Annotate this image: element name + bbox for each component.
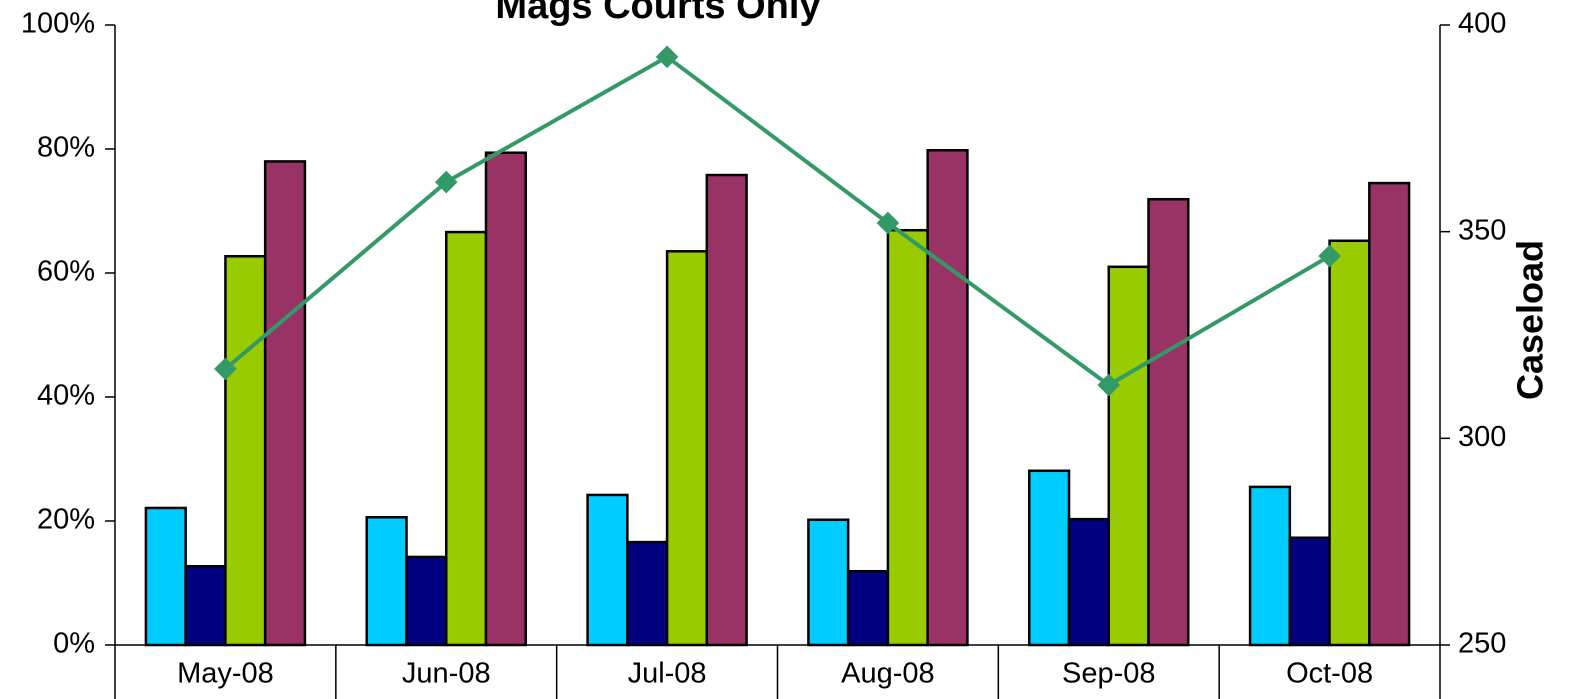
bar <box>665 250 709 647</box>
bar <box>1368 181 1411 647</box>
line-marker <box>1097 373 1121 397</box>
bar <box>263 160 307 647</box>
bar <box>705 173 748 647</box>
line <box>224 54 1331 388</box>
bar <box>445 230 488 647</box>
bar <box>807 518 850 647</box>
bar <box>144 506 187 647</box>
y2-tick-label: 250 <box>1458 628 1506 660</box>
bar <box>1248 485 1292 647</box>
bar <box>846 569 890 647</box>
bar <box>1067 517 1110 647</box>
y-tick-label: 60% <box>37 256 95 288</box>
bar <box>1147 197 1190 647</box>
y-tick-label: 100% <box>21 8 95 40</box>
bar <box>1288 536 1331 647</box>
bar <box>365 516 408 647</box>
y2-tick-label: 350 <box>1458 214 1506 246</box>
y-tick-label: 80% <box>37 132 95 164</box>
bar <box>405 555 448 647</box>
bar <box>926 148 969 647</box>
x-tick-label: May-08 <box>177 658 274 690</box>
y2-tick-label: 300 <box>1458 421 1506 453</box>
x-tick-label: Oct-08 <box>1286 658 1373 690</box>
y-tick-label: 40% <box>37 380 95 412</box>
bar <box>184 565 227 647</box>
x-tick-label: Sep-08 <box>1062 658 1156 690</box>
y2-axis-label: Caseload <box>1510 240 1551 400</box>
line-marker <box>1318 244 1341 268</box>
y-tick-label: 0% <box>53 628 95 660</box>
x-tick-label: Jul-08 <box>628 658 707 690</box>
x-tick-label: Jun-08 <box>402 658 491 690</box>
y-tick-label: 20% <box>37 504 95 536</box>
bar <box>1107 265 1150 647</box>
bar <box>1028 469 1071 647</box>
bar <box>1328 239 1371 647</box>
bar <box>484 151 527 647</box>
bar <box>224 255 267 647</box>
bar <box>586 493 629 647</box>
bar <box>886 228 929 647</box>
bar <box>626 540 669 647</box>
x-tick-label: Aug-08 <box>841 658 935 690</box>
chart-title: Mags Courts Only <box>495 0 820 27</box>
y2-tick-label: 400 <box>1458 8 1506 40</box>
